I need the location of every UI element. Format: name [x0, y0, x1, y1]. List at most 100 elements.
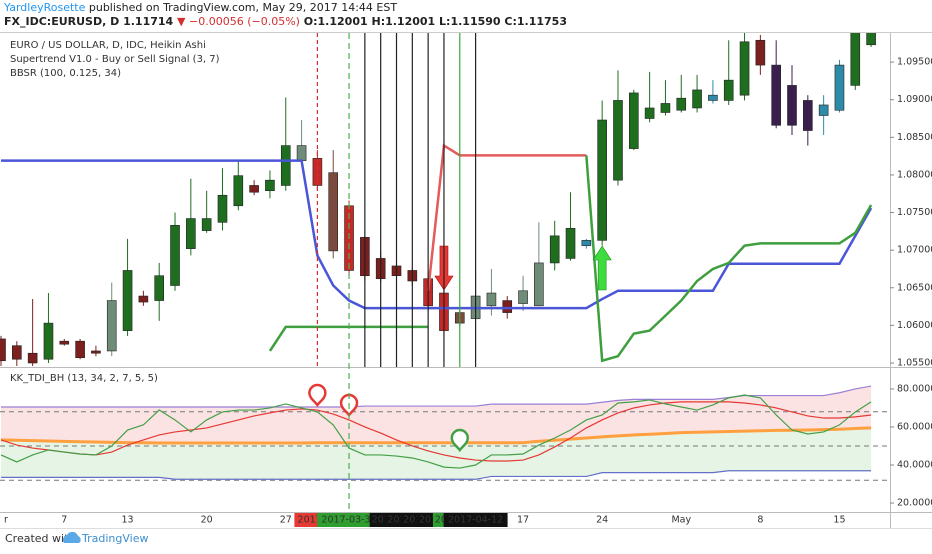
y-tick-label: 20.0000	[897, 498, 932, 509]
candle-body	[676, 97, 687, 111]
price-panel	[0, 33, 876, 366]
candle-body	[549, 235, 560, 264]
candle-body	[581, 240, 592, 246]
indicator-line	[1, 159, 873, 310]
y-tick-label: 60.0000	[897, 421, 932, 432]
indicator-line	[426, 143, 587, 291]
x-tick-label: 201	[387, 515, 405, 526]
candle-body	[122, 270, 133, 331]
candle-body	[0, 338, 6, 362]
indicator-title: KK_TDI_BH (13, 34, 2, 7, 5, 5)	[10, 373, 158, 384]
x-label-box	[317, 513, 382, 527]
legend-bbsr: BBSR (100, 0.125, 34)	[10, 68, 121, 79]
candle-body	[866, 33, 876, 46]
candle-body	[249, 185, 259, 193]
tradingview-logo[interactable]	[62, 531, 81, 543]
x-tick-label: 15	[833, 515, 845, 526]
buy-arrow	[592, 245, 612, 291]
signal-pin	[450, 428, 470, 453]
x-tick-label: May	[671, 515, 691, 526]
author[interactable]: YardleyRosette	[3, 1, 86, 14]
candle-body	[312, 158, 323, 186]
candle-body	[486, 292, 497, 307]
quote-line: FX_IDC:EURUSD, D 1.11714 ▼ −0.00056 (−0.…	[4, 15, 567, 28]
candle-body	[755, 39, 766, 66]
candle-body	[597, 119, 607, 241]
candle-body	[75, 340, 85, 359]
y-tick-label: 40.0000	[897, 460, 932, 471]
change: ▼ −0.00056 (−0.05%)	[177, 15, 300, 28]
x-tick-label: 20	[201, 515, 213, 526]
candle-body	[296, 145, 307, 161]
candle-body	[91, 350, 101, 354]
candle-body	[154, 275, 164, 301]
close: C:1.11753	[504, 15, 567, 28]
indicator-line	[585, 155, 873, 363]
x-tick-label: 201	[403, 515, 421, 526]
x-label-box	[443, 513, 508, 527]
candle-body	[644, 107, 655, 119]
candle-body	[502, 300, 513, 313]
y-tick-label: 1.09500	[897, 57, 932, 68]
y-tick-label: 1.06500	[897, 282, 932, 293]
x-tick-label: 24	[596, 515, 608, 526]
y-tick-label: 1.06000	[897, 320, 932, 331]
x-tick-label: 8	[757, 515, 763, 526]
x-tick-label: 7	[61, 515, 67, 526]
y-tick-label: 1.07500	[897, 207, 932, 218]
tdi-line	[1, 470, 872, 480]
candle-body	[850, 33, 861, 86]
candle-body	[280, 145, 291, 186]
x-tick-label: 27	[280, 515, 292, 526]
candle-body	[628, 92, 639, 149]
candle-body	[660, 103, 671, 113]
candle-body	[201, 218, 212, 231]
candle-body	[186, 218, 196, 249]
candle-body	[217, 194, 228, 223]
candle-body	[787, 85, 797, 126]
low: L:1.11590	[439, 15, 501, 28]
y-tick-label: 1.09000	[897, 94, 932, 105]
legend-symbol: EURO / US DOLLAR, D, IDC, Heikin Ashi	[10, 40, 206, 51]
band-fill	[1, 386, 872, 443]
candle-body	[771, 64, 781, 126]
candle-body	[565, 228, 576, 259]
candle-body	[170, 225, 180, 286]
candle-body	[328, 172, 339, 252]
y-tick-label: 1.08000	[897, 169, 932, 180]
x-tick-label: r	[4, 515, 8, 526]
candle-body	[692, 89, 702, 109]
candle-body	[59, 340, 70, 345]
x-tick-label: 2017-03-31	[321, 515, 376, 526]
axes: 1.05500 1.06000 1.06500 1.07000 1.07500 1.080…	[4, 57, 932, 527]
signal-pin	[308, 383, 327, 408]
price: 1.11714	[123, 15, 173, 28]
candle-body	[739, 41, 750, 96]
candle-body	[818, 104, 829, 116]
candle-body	[27, 352, 38, 364]
candle-body	[534, 262, 544, 307]
symbol: FX_IDC:EURUSD, D	[4, 15, 119, 28]
candle-body	[834, 64, 845, 111]
footer-brand[interactable]: TradingView	[81, 532, 148, 545]
candle-body	[518, 290, 528, 304]
high: H:1.12001	[371, 15, 435, 28]
candle-body	[803, 100, 813, 131]
candle-body	[723, 79, 734, 101]
tdi-line	[0, 394, 872, 469]
candle-body	[12, 345, 22, 360]
footer-created: Created with	[5, 532, 75, 545]
x-tick-label: 2017-04-12	[448, 515, 503, 526]
candle-body	[708, 94, 718, 101]
published: published on TradingView.com, May 29, 20…	[89, 1, 397, 14]
candle-body	[43, 322, 54, 360]
x-tick-label: 201	[372, 515, 390, 526]
candle-body	[233, 175, 244, 207]
open: O:1.12001	[304, 15, 368, 28]
x-tick-label: 17	[517, 515, 529, 526]
tdi-line	[0, 426, 872, 445]
legend-supertrend: Supertrend V1.0 - Buy or Sell Signal (3,…	[10, 54, 220, 65]
header-line: YardleyRosette published on TradingView.…	[3, 1, 397, 14]
y-tick-label: 80.0000	[897, 383, 932, 394]
